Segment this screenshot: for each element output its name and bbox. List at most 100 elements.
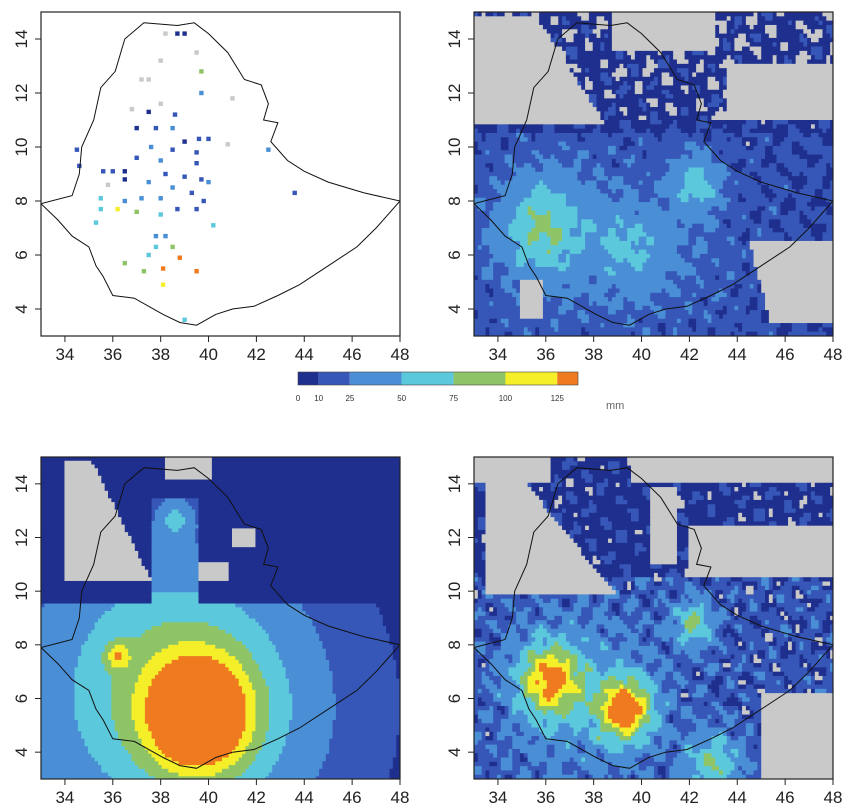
- raster-cell: [477, 141, 502, 147]
- raster-cell: [653, 736, 663, 741]
- raster-cell: [734, 42, 751, 48]
- raster-cell: [780, 624, 789, 630]
- raster-cell: [565, 37, 575, 43]
- raster-cell: [730, 667, 735, 673]
- raster-cell: [680, 111, 690, 117]
- raster-cell: [604, 671, 647, 677]
- raster-cell: [753, 512, 766, 518]
- raster-cell: [493, 253, 517, 259]
- raster-cell: [703, 167, 728, 173]
- raster-cell: [477, 245, 483, 251]
- raster-cell: [742, 193, 766, 199]
- raster-cell: [692, 658, 705, 664]
- raster-cell: [161, 667, 230, 672]
- raster-cell: [642, 598, 651, 604]
- raster-cell: [703, 658, 720, 664]
- raster-cell: [711, 688, 720, 694]
- raster-cell: [581, 85, 586, 91]
- raster-cell: [742, 46, 751, 52]
- station-marker: [170, 147, 175, 152]
- raster-cell: [118, 509, 153, 514]
- station-marker: [122, 177, 127, 182]
- raster-cell: [768, 581, 774, 587]
- raster-cell: [539, 667, 563, 673]
- raster-cell: [558, 598, 563, 604]
- station-marker: [206, 136, 211, 142]
- raster-cell: [646, 59, 655, 65]
- raster-cell: [665, 158, 713, 164]
- raster-cell: [516, 693, 525, 699]
- raster-cell: [527, 675, 544, 681]
- raster-cell: [719, 81, 724, 87]
- raster-cell: [742, 482, 747, 488]
- raster-cell: [615, 555, 651, 561]
- raster-cell: [692, 193, 716, 199]
- raster-cell: [550, 154, 556, 160]
- raster-cell: [742, 240, 747, 246]
- raster-cell: [111, 689, 136, 695]
- raster-cell: [81, 734, 119, 740]
- raster-cell: [799, 521, 808, 527]
- raster-cell: [642, 327, 651, 333]
- raster-cell: [738, 59, 743, 65]
- raster-cell: [231, 671, 246, 676]
- raster-cell: [699, 774, 705, 779]
- raster-cell: [151, 580, 200, 586]
- raster-cell: [474, 757, 479, 763]
- raster-cell: [41, 596, 153, 601]
- raster-cell: [768, 512, 774, 518]
- raster-cell: [562, 684, 578, 690]
- raster-cell: [577, 542, 590, 548]
- raster-cell: [657, 598, 663, 604]
- raster-cell: [791, 59, 797, 65]
- raster-cell: [600, 46, 605, 52]
- raster-cell: [634, 774, 640, 779]
- raster-cell: [542, 504, 548, 510]
- raster-cell: [742, 266, 751, 272]
- raster-cell: [41, 614, 102, 620]
- raster-cell: [826, 128, 833, 134]
- raster-cell: [772, 512, 804, 518]
- raster-cell: [807, 624, 812, 630]
- raster-cell: [814, 189, 824, 195]
- raster-cell: [776, 163, 785, 169]
- raster-cell: [474, 305, 521, 311]
- raster-cell: [485, 641, 494, 647]
- raster-cell: [539, 770, 548, 776]
- raster-cell: [474, 457, 552, 462]
- raster-cell: [638, 197, 651, 203]
- raster-cell: [604, 624, 628, 630]
- raster-cell: [784, 611, 789, 617]
- raster-cell: [822, 55, 827, 61]
- raster-cell: [148, 693, 246, 699]
- raster-cell: [810, 491, 816, 497]
- raster-cell: [562, 461, 578, 467]
- raster-cell: [151, 588, 200, 593]
- y-tick-label: 14: [12, 474, 31, 493]
- raster-cell: [474, 658, 479, 664]
- raster-cell: [64, 475, 102, 481]
- raster-cell: [539, 12, 578, 17]
- raster-cell: [477, 521, 487, 527]
- raster-cell: [562, 499, 571, 505]
- raster-cell: [588, 774, 594, 779]
- raster-cell: [634, 581, 647, 587]
- raster-cell: [768, 206, 778, 212]
- raster-cell: [619, 145, 628, 151]
- raster-cell: [627, 581, 632, 587]
- raster-cell: [646, 529, 651, 535]
- raster-cell: [569, 675, 586, 681]
- raster-cell: [810, 624, 820, 630]
- raster-cell: [542, 124, 556, 130]
- raster-cell: [669, 89, 686, 95]
- raster-cell: [325, 757, 394, 762]
- raster-cell: [577, 210, 636, 216]
- panel-frame: [473, 456, 834, 780]
- raster-cell: [474, 508, 487, 514]
- raster-cell: [719, 731, 724, 737]
- raster-cell: [810, 37, 820, 43]
- raster-cell: [757, 693, 762, 699]
- raster-cell: [151, 592, 200, 597]
- raster-cell: [738, 706, 743, 711]
- raster-cell: [765, 654, 770, 660]
